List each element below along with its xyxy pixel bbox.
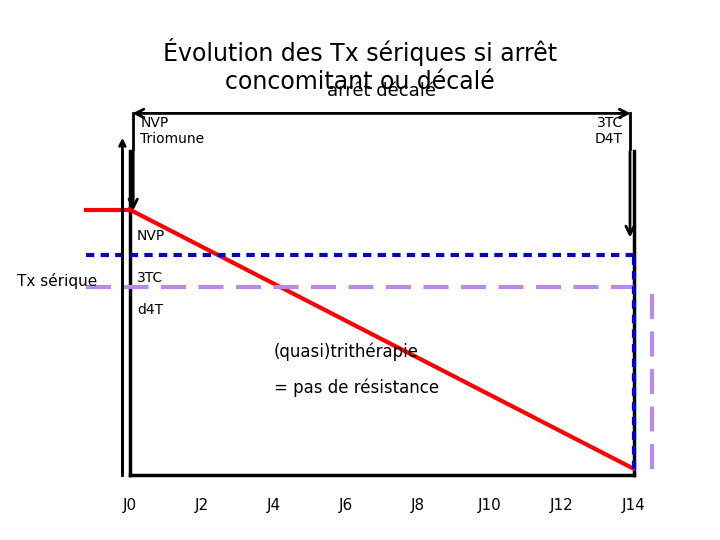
Text: (quasi)trithérapie: (quasi)trithérapie xyxy=(274,343,418,361)
Text: J8: J8 xyxy=(410,498,425,513)
Text: J2: J2 xyxy=(194,498,209,513)
Text: Tx sérique: Tx sérique xyxy=(17,273,97,289)
Text: 3TC: 3TC xyxy=(137,271,163,285)
Text: NVP
Triomune: NVP Triomune xyxy=(140,116,204,146)
Text: J12: J12 xyxy=(550,498,573,513)
Text: = pas de résistance: = pas de résistance xyxy=(274,379,438,397)
Text: 3TC
D4T: 3TC D4T xyxy=(595,116,623,146)
Text: d4T: d4T xyxy=(137,303,163,318)
Text: J14: J14 xyxy=(622,498,645,513)
Text: J4: J4 xyxy=(266,498,281,513)
Text: J6: J6 xyxy=(338,498,353,513)
Text: arrêt décalé: arrêt décalé xyxy=(327,82,436,100)
Text: NVP: NVP xyxy=(137,229,165,243)
Text: J10: J10 xyxy=(478,498,501,513)
Text: J0: J0 xyxy=(122,498,137,513)
Text: Évolution des Tx sériques si arrêt
concomitant ou décalé: Évolution des Tx sériques si arrêt conco… xyxy=(163,38,557,93)
